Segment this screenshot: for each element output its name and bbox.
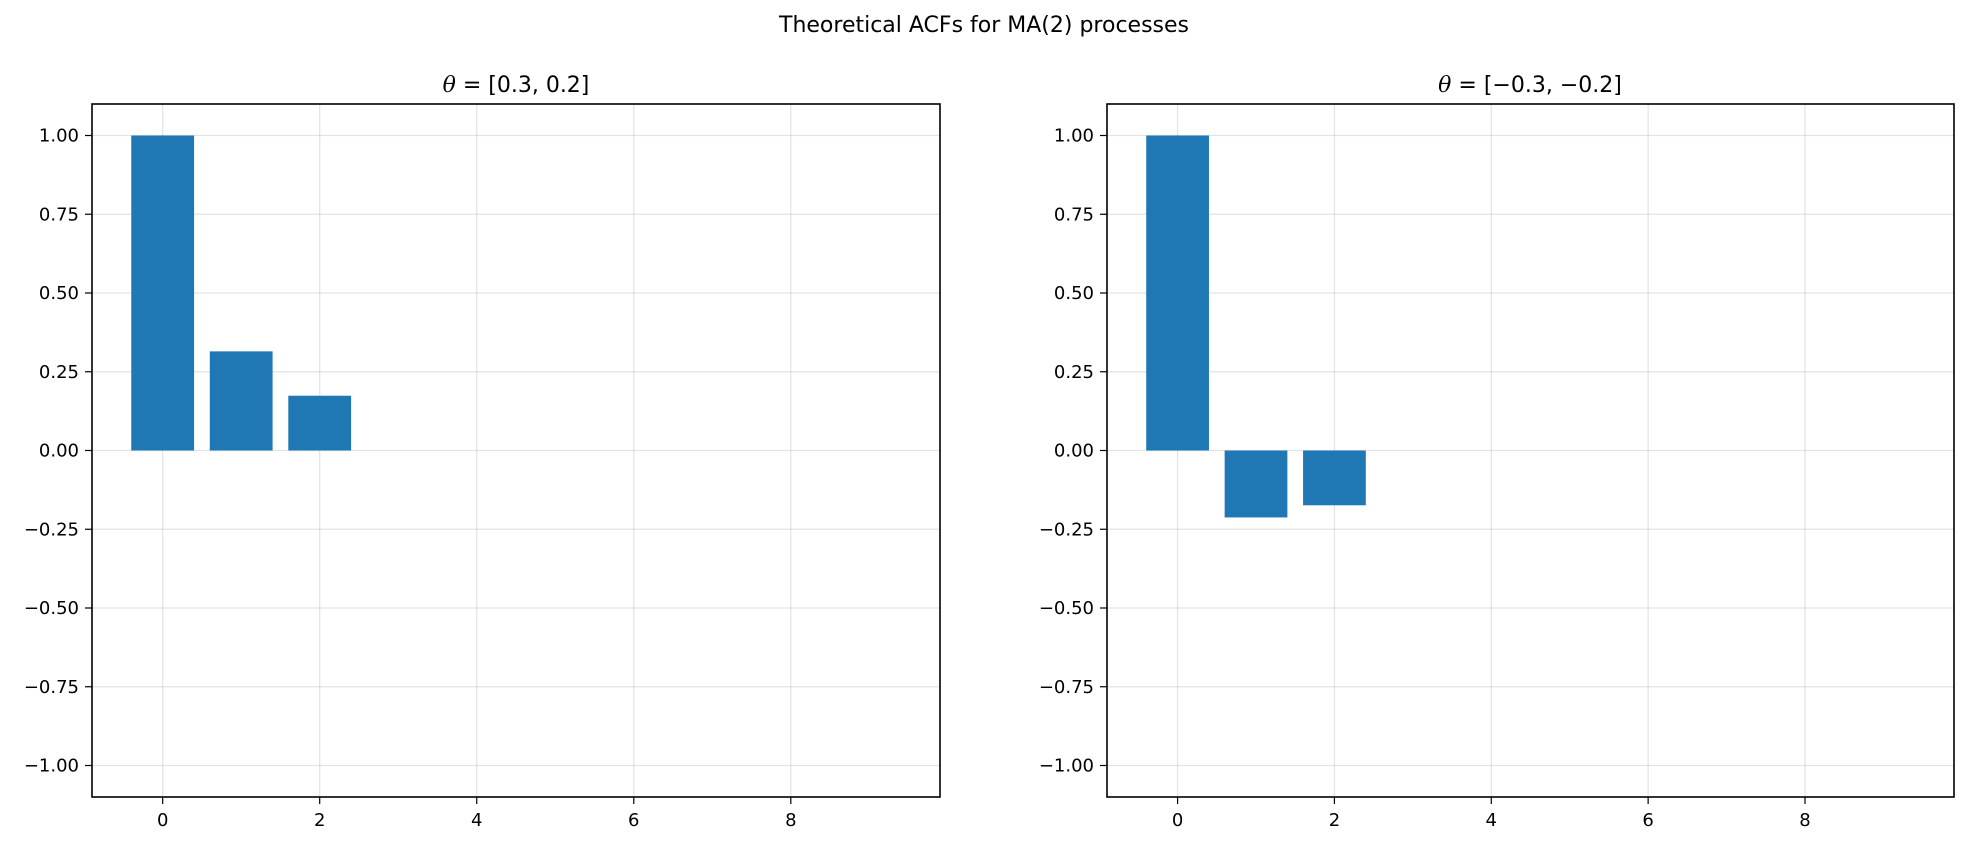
left-y-tick-label: 1.00 xyxy=(39,126,79,147)
right-axes-frame xyxy=(1106,103,1955,798)
left-y-tick-label: 0.75 xyxy=(39,204,79,225)
left-x-tick-label: 4 xyxy=(471,810,482,831)
left-y-tick-label: −1.00 xyxy=(24,756,79,777)
left-x-tick-label: 0 xyxy=(157,810,168,831)
right-x-tick-label: 2 xyxy=(1329,810,1340,831)
right-subplot-title-symbol: θ xyxy=(1438,73,1451,98)
left-y-tick-label: −0.50 xyxy=(24,598,79,619)
right-bars xyxy=(1146,135,1366,518)
right-acf-bar-lag-2 xyxy=(1303,450,1366,506)
right-y-tick-label: 1.00 xyxy=(1054,126,1094,147)
left-acf-bar-lag-2 xyxy=(288,395,352,451)
left-x-tick-label: 8 xyxy=(785,810,796,831)
right-y-tick-label: 0.50 xyxy=(1054,283,1094,304)
right-acf-bar-lag-0 xyxy=(1146,135,1209,451)
left-subplot-title-symbol: θ xyxy=(443,73,456,98)
left-subplot-title: θ = [0.3, 0.2] xyxy=(443,73,590,98)
left-x-tick-label: 6 xyxy=(628,810,639,831)
right-y-tick-label: −0.50 xyxy=(1039,598,1094,619)
right-acf-bar-lag-1 xyxy=(1224,450,1288,518)
left-subplot: θ = [0.3, 0.2] 0 2 4 6 8 −1.00 −0.75 −0.50 −0.25… xyxy=(24,73,941,831)
right-y-tick-label: −0.25 xyxy=(1039,519,1094,540)
left-bars xyxy=(131,135,352,451)
left-y-tick-label: 0.50 xyxy=(39,283,79,304)
left-y-tick-label: −0.75 xyxy=(24,677,79,698)
right-x-tick-label: 6 xyxy=(1642,810,1653,831)
right-subplot-title-values: = [−0.3, −0.2] xyxy=(1451,73,1621,98)
right-y-tick-label: 0.75 xyxy=(1054,204,1094,225)
right-y-tick-label: 0.25 xyxy=(1054,362,1094,383)
left-acf-bar-lag-1 xyxy=(209,351,273,451)
left-acf-bar-lag-0 xyxy=(131,135,195,451)
left-axes-frame xyxy=(91,103,941,798)
left-subplot-title-values: = [0.3, 0.2] xyxy=(456,73,590,98)
right-y-tick-label: −1.00 xyxy=(1039,756,1094,777)
right-subplot-title: θ = [−0.3, −0.2] xyxy=(1438,73,1622,98)
right-axes: 0 2 4 6 8 −1.00 −0.75 −0.50 −0.25 0.00 0.25 0.50 0.7… xyxy=(1039,103,1955,831)
right-x-tick-label: 8 xyxy=(1799,810,1810,831)
left-axes: 0 2 4 6 8 −1.00 −0.75 −0.50 −0.25 0.00 0.25 0.50 0.7… xyxy=(24,103,941,831)
right-subplot: θ = [−0.3, −0.2] 0 2 4 6 8 −1.00 −0.75 −0.50 −0.… xyxy=(1039,73,1955,831)
right-x-tick-label: 4 xyxy=(1486,810,1497,831)
right-x-tick-label: 0 xyxy=(1172,810,1183,831)
figure-suptitle: Theoretical ACFs for MA(2) processes xyxy=(778,13,1189,38)
right-y-tick-label: 0.00 xyxy=(1054,441,1094,462)
left-y-tick-label: 0.00 xyxy=(39,441,79,462)
left-y-tick-label: −0.25 xyxy=(24,519,79,540)
left-x-tick-label: 2 xyxy=(314,810,325,831)
right-y-tick-label: −0.75 xyxy=(1039,677,1094,698)
left-y-tick-label: 0.25 xyxy=(39,362,79,383)
